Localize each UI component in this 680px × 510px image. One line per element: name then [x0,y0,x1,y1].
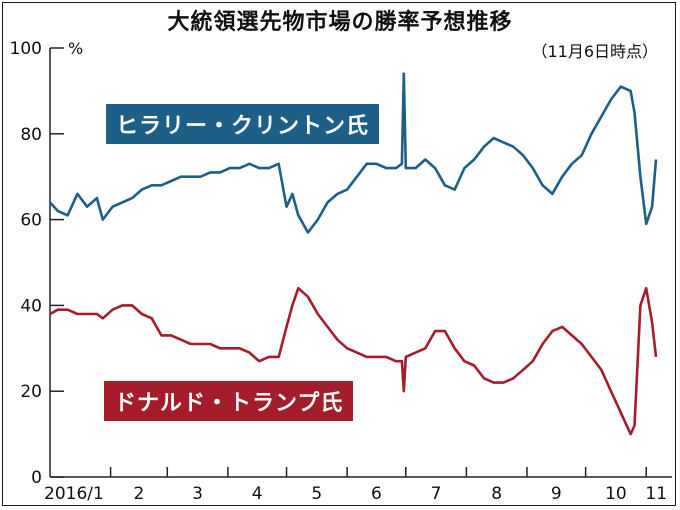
axes [49,47,672,478]
x-tick-label: 11 [645,484,667,504]
tick-labels: 0 20 40 60 80 100 % 2016/1 2 3 4 5 6 7 8 9 10 11 [10,39,667,504]
x-tick-label: 2 [134,484,145,504]
y-tick-label: 60 [20,211,42,231]
x-tick-label: 4 [252,484,263,504]
x-tick-label: 10 [605,484,627,504]
y-tick-label: 20 [20,382,42,402]
y-tick-label: 100 [10,39,42,59]
x-tick-label: 7 [431,484,442,504]
x-tick-label: 3 [192,484,203,504]
x-tick-label: 6 [371,484,382,504]
x-tick-label: 2016/1 [44,484,104,504]
y-tick-label: 0 [31,468,42,488]
chart-frame [2,2,676,506]
series-lines [49,72,658,436]
series-line-trump [49,286,658,436]
legend-trump: ドナルド・トランプ氏 [104,381,354,421]
chart-title: 大統領選先物市場の勝率予想推移 [167,10,513,35]
y-tick-label: 40 [20,296,42,316]
y-unit-label: % [68,39,83,58]
legend-clinton: ヒラリー・クリントン氏 [106,104,380,144]
series-line-clinton [49,72,658,234]
y-tick-label: 80 [20,125,42,145]
x-tick-label: 9 [551,484,562,504]
date-note: （11月6日時点） [531,42,658,61]
x-tick-label: 5 [311,484,322,504]
x-tick-label: 8 [491,484,502,504]
